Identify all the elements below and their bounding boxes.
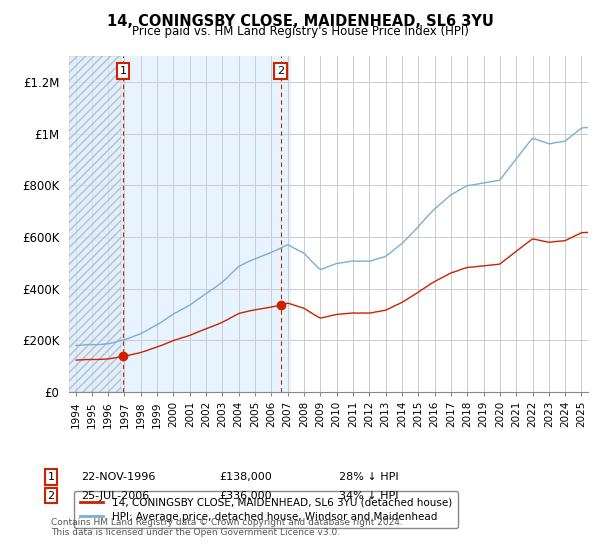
Text: 14, CONINGSBY CLOSE, MAIDENHEAD, SL6 3YU: 14, CONINGSBY CLOSE, MAIDENHEAD, SL6 3YU: [107, 14, 493, 29]
Bar: [69, 56, 121, 392]
Text: 28% ↓ HPI: 28% ↓ HPI: [339, 472, 398, 482]
Text: 25-JUL-2006: 25-JUL-2006: [81, 491, 149, 501]
Text: Price paid vs. HM Land Registry's House Price Index (HPI): Price paid vs. HM Land Registry's House …: [131, 25, 469, 38]
Bar: [69, 56, 291, 392]
Text: 22-NOV-1996: 22-NOV-1996: [81, 472, 155, 482]
Text: 1: 1: [47, 472, 55, 482]
Text: 1: 1: [119, 66, 127, 76]
Text: £336,000: £336,000: [219, 491, 272, 501]
Text: £138,000: £138,000: [219, 472, 272, 482]
Text: 2: 2: [47, 491, 55, 501]
Text: 34% ↓ HPI: 34% ↓ HPI: [339, 491, 398, 501]
Legend: 14, CONINGSBY CLOSE, MAIDENHEAD, SL6 3YU (detached house), HPI: Average price, d: 14, CONINGSBY CLOSE, MAIDENHEAD, SL6 3YU…: [74, 491, 458, 528]
Text: Contains HM Land Registry data © Crown copyright and database right 2024.
This d: Contains HM Land Registry data © Crown c…: [51, 518, 403, 538]
Text: 2: 2: [277, 66, 284, 76]
